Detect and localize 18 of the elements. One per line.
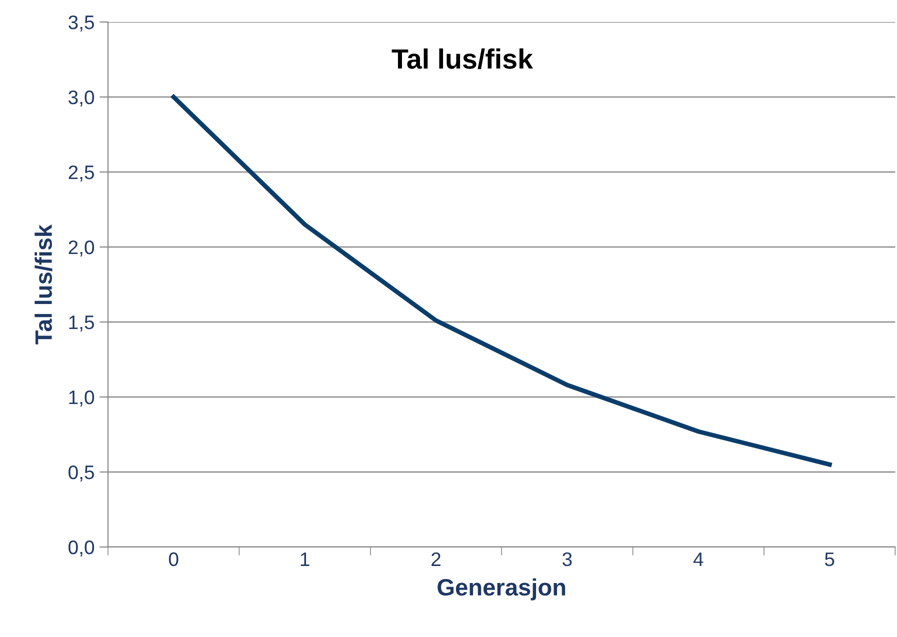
y-tick-label: 3,5 — [68, 15, 94, 32]
y-tick-label: 1,5 — [69, 316, 94, 332]
x-tick-label: 4 — [693, 552, 704, 566]
x-tick-label: 1 — [300, 552, 310, 566]
x-tick-label: 2 — [432, 552, 440, 566]
x-axis-title: Generasjon — [438, 578, 566, 600]
y-tick-label: 2,0 — [68, 240, 94, 257]
x-tick-label: 5 — [824, 552, 834, 566]
y-tick-label: 3,0 — [68, 90, 94, 107]
y-tick-label: 2,5 — [68, 165, 94, 182]
x-tick-label: 0 — [168, 552, 178, 566]
y-tick-label: 0,0 — [68, 540, 94, 557]
y-tick-label: 1,0 — [69, 390, 94, 407]
line-series — [171, 94, 832, 467]
y-tick-label: 0,5 — [68, 465, 94, 482]
text: Tal lus/fisk — [392, 48, 534, 70]
y-axis-title: Tal lus/fisk — [34, 224, 52, 344]
x-tick-label: 3 — [562, 552, 572, 566]
